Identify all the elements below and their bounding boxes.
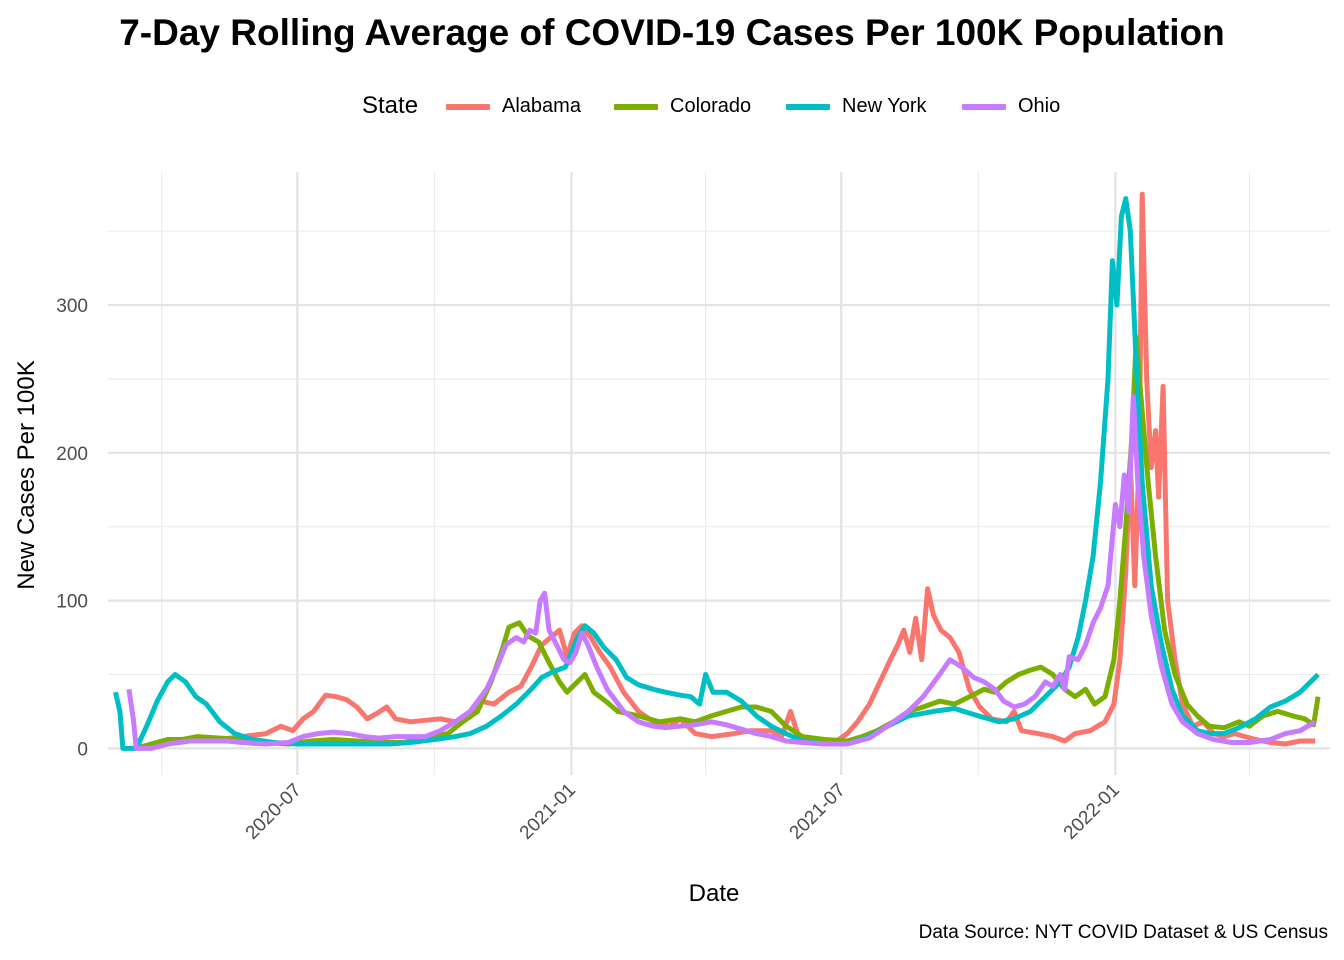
legend-label-colorado: Colorado xyxy=(670,95,752,117)
legend-key-colorado xyxy=(614,104,658,110)
legend: State Alabama Colorado New York Ohio xyxy=(0,92,1344,124)
legend-key-alabama xyxy=(446,104,490,110)
y-tick-label: 300 xyxy=(56,296,88,317)
legend-label-alabama: Alabama xyxy=(502,95,581,117)
chart-caption: Data Source: NYT COVID Dataset & US Cens… xyxy=(918,922,1328,943)
y-tick-labels: 0 100 200 300 xyxy=(56,296,88,760)
legend-key-new-york xyxy=(786,104,830,110)
legend-label-new-york: New York xyxy=(842,95,927,117)
legend-label-ohio: Ohio xyxy=(1018,95,1061,117)
series-line-colorado xyxy=(135,335,1321,751)
series-lines xyxy=(113,191,1321,751)
x-tick-label: 2020-07 xyxy=(242,780,306,844)
chart-title: 7-Day Rolling Average of COVID-19 Cases … xyxy=(119,12,1225,53)
legend-key-ohio xyxy=(962,104,1006,110)
y-axis-title: New Cases Per 100K xyxy=(13,360,40,589)
y-tick-label: 200 xyxy=(56,444,88,465)
x-tick-label: 2021-01 xyxy=(516,780,580,844)
x-tick-label: 2022-01 xyxy=(1060,780,1124,844)
y-tick-label: 0 xyxy=(77,739,88,760)
grid-minor xyxy=(108,172,1330,775)
legend-title: State xyxy=(362,92,419,119)
y-tick-label: 100 xyxy=(56,592,88,613)
x-axis-title: Date xyxy=(689,880,740,907)
series-line-alabama xyxy=(133,191,1316,751)
x-tick-label: 2021-07 xyxy=(786,780,850,844)
series-line-ohio xyxy=(126,394,1317,751)
x-tick-labels: 2020-07 2021-01 2021-07 2022-01 xyxy=(242,780,1124,844)
